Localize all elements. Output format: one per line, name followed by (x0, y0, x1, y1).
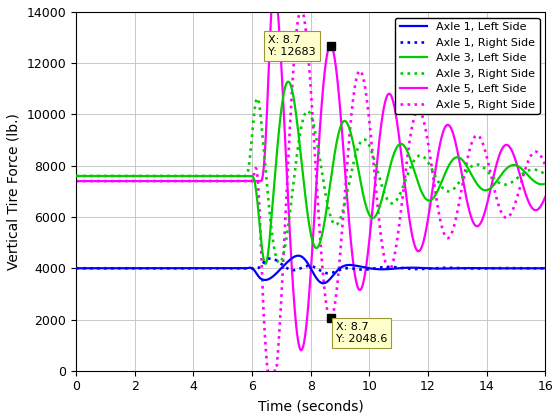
Legend: Axle 1, Left Side, Axle 1, Right Side, Axle 3, Left Side, Axle 3, Right Side, Ax: Axle 1, Left Side, Axle 1, Right Side, A… (395, 18, 540, 114)
X-axis label: Time (seconds): Time (seconds) (258, 399, 363, 413)
Text: X: 8.7
Y: 12683: X: 8.7 Y: 12683 (268, 35, 316, 57)
Y-axis label: Vertical Tire Force (lb.): Vertical Tire Force (lb.) (7, 113, 21, 270)
Text: X: 8.7
Y: 2048.6: X: 8.7 Y: 2048.6 (335, 322, 387, 344)
